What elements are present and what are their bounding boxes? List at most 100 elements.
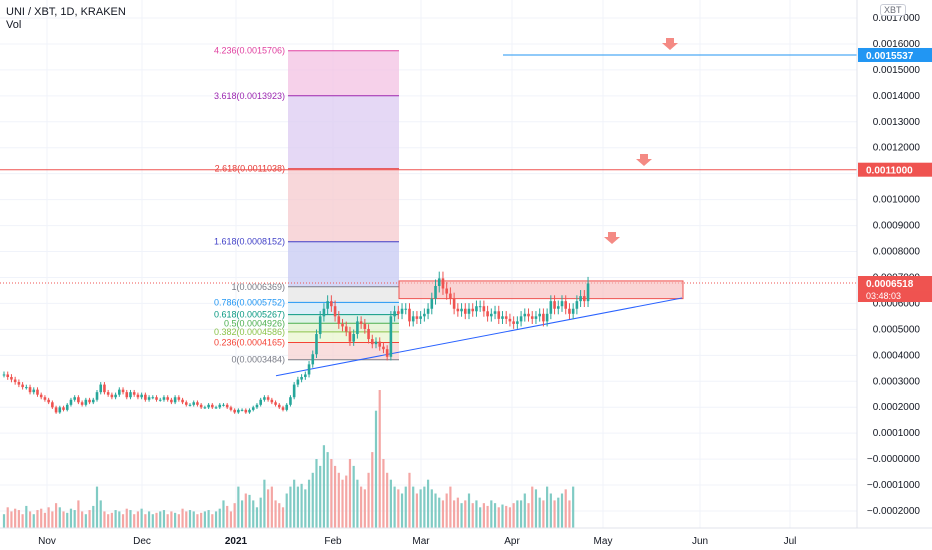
volume-bar — [546, 486, 549, 528]
candle-body — [415, 316, 419, 319]
volume-bar — [382, 459, 385, 528]
candle-body — [475, 306, 478, 312]
price-label-bg — [858, 162, 932, 177]
candle-body — [184, 402, 188, 405]
candle-body — [10, 377, 13, 380]
candle-body — [497, 311, 501, 319]
fib-level-label: 3.618(0.0013923) — [214, 91, 285, 101]
fib-band — [288, 331, 399, 343]
candle-body — [482, 306, 486, 312]
volume-bar — [449, 486, 452, 528]
candle-body — [270, 399, 274, 403]
fib-band — [288, 286, 399, 303]
candle-body — [370, 339, 374, 345]
volume-bar — [341, 479, 344, 528]
volume-bar — [322, 445, 326, 528]
volume-bar — [170, 511, 173, 528]
candle-body — [263, 397, 266, 400]
y-tick-label: −0.0001000 — [867, 480, 921, 491]
volume-bar — [378, 390, 381, 528]
volume-bar — [207, 510, 210, 528]
y-tick-label: 0.0015000 — [873, 65, 921, 76]
candle-body — [95, 392, 99, 400]
volume-bar — [497, 507, 500, 528]
candle-body — [344, 326, 348, 332]
currency-badge[interactable]: XBT — [880, 4, 906, 16]
price-label: 0.0011000 — [866, 166, 913, 177]
down-arrow-marker — [604, 232, 620, 244]
countdown-bg — [858, 290, 932, 303]
candle-body — [304, 374, 307, 378]
volume-bar — [501, 504, 504, 528]
volume-bar — [363, 489, 366, 528]
price-label-bg — [858, 47, 932, 62]
candle-body — [408, 308, 411, 322]
volume-bar — [203, 511, 206, 528]
volume-bar — [408, 472, 411, 528]
volume-bar — [438, 497, 441, 528]
volume-bar — [486, 505, 489, 528]
volume-bar — [140, 508, 143, 528]
candle-body — [452, 298, 456, 309]
volume-bar — [129, 510, 132, 528]
candle-body — [32, 389, 36, 393]
volume-bar — [28, 511, 32, 528]
candle-body — [467, 308, 471, 314]
candle-body — [244, 409, 248, 413]
candle-body — [318, 316, 322, 335]
candle-body — [214, 407, 218, 409]
volume-bar — [214, 511, 218, 528]
candle-body — [568, 308, 571, 314]
volume-bar — [542, 500, 545, 528]
x-tick-label: Feb — [324, 536, 342, 547]
candle-body — [225, 404, 229, 408]
volume-bar — [441, 500, 445, 528]
volume-bar — [58, 507, 61, 528]
volume-bar — [51, 511, 54, 528]
candle-body — [181, 399, 184, 403]
y-tick-label: 0.0013000 — [873, 117, 921, 128]
volume-bar — [192, 511, 195, 528]
x-tick-label: Jul — [784, 536, 797, 547]
fib-level-label: 0.382(0.0004586) — [214, 327, 285, 337]
volume-bar — [151, 514, 154, 528]
fib-level-label: 0.5(0.0004926) — [224, 318, 285, 328]
candle-body — [266, 397, 270, 400]
volume-bar — [296, 486, 299, 528]
fib-band — [288, 323, 399, 332]
volume-bar — [32, 514, 35, 528]
volume-bar — [40, 508, 43, 528]
candle-body — [411, 316, 415, 322]
y-tick-label: 0.0016000 — [873, 39, 921, 50]
candle-body — [144, 394, 147, 400]
countdown-label: 03:48:03 — [866, 291, 901, 301]
candle-body — [534, 316, 538, 319]
candle-body — [449, 293, 452, 299]
y-tick-label: 0.0009000 — [873, 221, 921, 232]
volume-bar — [62, 511, 65, 528]
candle-body — [456, 308, 460, 312]
candle-body — [21, 384, 24, 388]
volume-bar — [25, 505, 28, 528]
volume-bar — [118, 511, 121, 528]
volume-bar — [36, 510, 39, 528]
volume-bar — [211, 514, 214, 528]
volume-bar — [371, 452, 374, 528]
candle-body — [110, 394, 114, 398]
volume-bar — [374, 410, 378, 528]
candle-body — [39, 394, 43, 398]
candle-body — [311, 354, 315, 365]
x-tick-label: Mar — [412, 536, 430, 547]
symbol-title: UNI / XBT, 1D, KRAKEN — [6, 6, 126, 18]
fib-level-label: 1(0.0006369) — [231, 282, 285, 292]
volume-bar — [226, 505, 229, 528]
volume-bar — [84, 514, 87, 528]
candle-body — [504, 316, 508, 319]
volume-bar — [103, 511, 106, 528]
volume-bar — [333, 465, 337, 528]
candle-body — [560, 301, 564, 307]
fib-level-label: 4.236(0.0015706) — [214, 46, 285, 56]
price-scale-bg — [857, 0, 932, 550]
candle-body — [73, 397, 76, 400]
